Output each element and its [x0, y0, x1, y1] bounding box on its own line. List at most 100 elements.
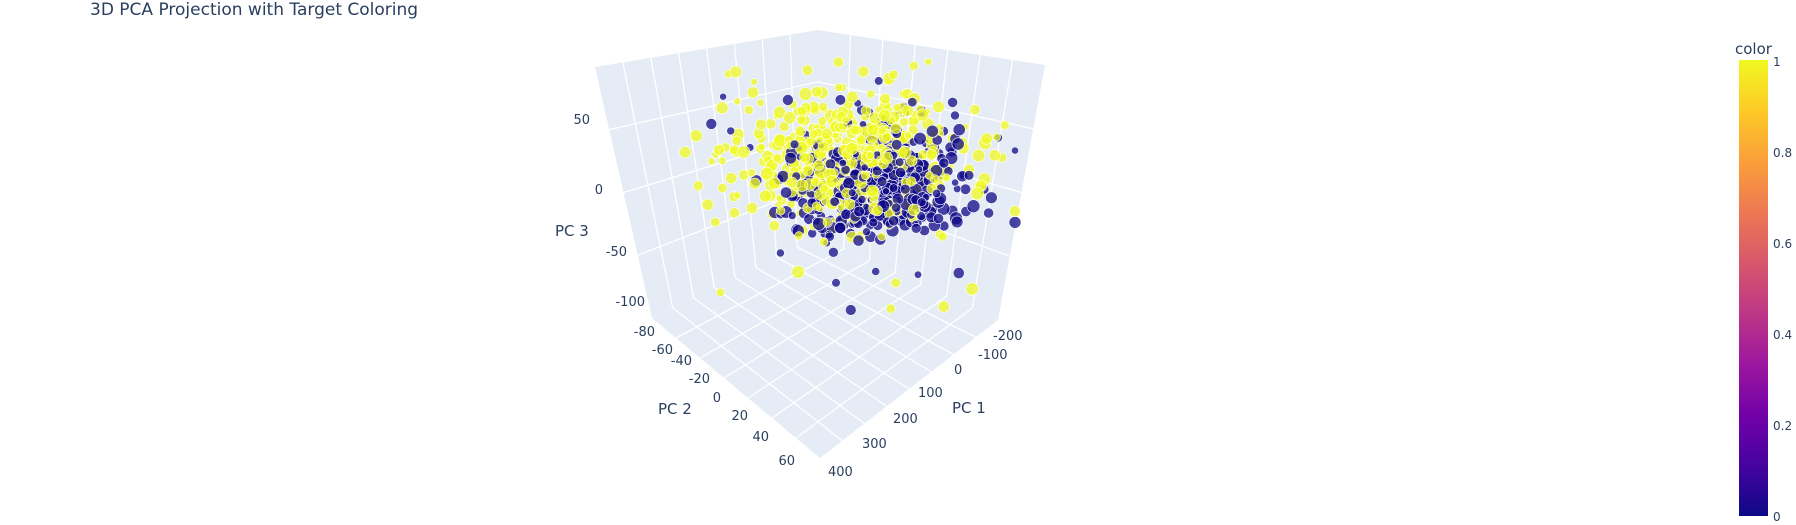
scatter-point[interactable] — [794, 125, 807, 137]
scatter-point[interactable] — [784, 151, 797, 165]
scatter-point[interactable] — [874, 76, 884, 86]
scatter-point[interactable] — [692, 180, 704, 192]
scatter-point[interactable] — [988, 149, 1001, 162]
scatter-point[interactable] — [750, 78, 758, 86]
scatter-point[interactable] — [1009, 205, 1021, 218]
scatter-point[interactable] — [707, 157, 716, 166]
scatter-point[interactable] — [937, 231, 948, 242]
scatter-point[interactable] — [907, 203, 921, 217]
scatter-point[interactable] — [748, 177, 761, 190]
scatter-point[interactable] — [755, 118, 767, 131]
scatter-point[interactable] — [813, 159, 825, 171]
scatter-point[interactable] — [772, 153, 782, 163]
scatter-point[interactable] — [910, 223, 922, 234]
scatter-point[interactable] — [825, 174, 839, 188]
scatter-point[interactable] — [881, 132, 892, 143]
scatter-point[interactable] — [846, 90, 859, 103]
scatter-point[interactable] — [717, 156, 727, 166]
scatter-point[interactable] — [985, 191, 998, 204]
scatter-point[interactable] — [898, 146, 912, 160]
scatter-point[interactable] — [959, 183, 972, 195]
scatter-point[interactable] — [746, 86, 759, 99]
scatter-point[interactable] — [831, 278, 841, 288]
scatter-point[interactable] — [904, 131, 913, 140]
scatter-point[interactable] — [888, 69, 899, 80]
scatter-point[interactable] — [855, 134, 867, 145]
scatter-point[interactable] — [824, 158, 836, 170]
scatter-point[interactable] — [905, 155, 918, 167]
scatter-point[interactable] — [845, 142, 859, 155]
scatter-point[interactable] — [891, 202, 902, 213]
scatter-point[interactable] — [891, 139, 903, 151]
scatter-point[interactable] — [878, 108, 892, 122]
scatter-point[interactable] — [713, 144, 725, 156]
scatter-point[interactable] — [837, 203, 846, 212]
scatter-point[interactable] — [795, 179, 809, 192]
scatter-point[interactable] — [828, 247, 839, 258]
scatter-point[interactable] — [705, 118, 718, 130]
scatter-point[interactable] — [894, 167, 906, 179]
scatter-point[interactable] — [743, 105, 754, 115]
scatter-point[interactable] — [847, 188, 857, 197]
scatter-point[interactable] — [894, 157, 905, 167]
scatter-point[interactable] — [908, 60, 919, 71]
scatter-point[interactable] — [876, 176, 888, 187]
scatter-point[interactable] — [756, 98, 765, 108]
scatter-point[interactable] — [849, 124, 860, 136]
scatter-point[interactable] — [906, 176, 917, 187]
scatter-point[interactable] — [871, 205, 883, 217]
scatter-point[interactable] — [844, 198, 856, 210]
scatter-point[interactable] — [758, 189, 772, 203]
scatter-point[interactable] — [861, 171, 871, 181]
scatter-point[interactable] — [796, 115, 807, 125]
scatter-point[interactable] — [925, 171, 934, 180]
scatter-point[interactable] — [932, 189, 942, 199]
scatter-point[interactable] — [789, 139, 800, 150]
scatter-point[interactable] — [794, 231, 804, 241]
scatter-point[interactable] — [980, 132, 993, 145]
scatter-point[interactable] — [818, 102, 828, 112]
scatter-point[interactable] — [952, 267, 965, 279]
scatter-point[interactable] — [801, 64, 814, 76]
scatter-point[interactable] — [877, 232, 887, 241]
scatter-point[interactable] — [765, 118, 777, 130]
scatter-point[interactable] — [926, 124, 939, 138]
scatter-points[interactable] — [679, 56, 1022, 316]
scatter-point[interactable] — [733, 191, 742, 200]
scatter-point[interactable] — [899, 183, 911, 195]
scatter-point[interactable] — [832, 56, 844, 68]
scatter-point[interactable] — [852, 234, 865, 247]
scatter-point[interactable] — [965, 282, 979, 296]
scatter-point[interactable] — [1008, 216, 1022, 229]
scatter-point[interactable] — [899, 117, 909, 127]
scatter-point[interactable] — [942, 173, 951, 182]
scatter-point[interactable] — [822, 217, 832, 227]
scatter-point[interactable] — [860, 163, 869, 172]
scatter-point[interactable] — [925, 149, 938, 161]
scatter-point[interactable] — [731, 135, 742, 147]
scatter-point[interactable] — [776, 248, 785, 258]
scatter-point[interactable] — [891, 192, 904, 205]
scatter-point[interactable] — [798, 87, 813, 101]
scatter-point[interactable] — [834, 221, 846, 234]
scatter-point[interactable] — [916, 211, 927, 221]
scatter-point[interactable] — [834, 94, 847, 106]
scatter-point[interactable] — [715, 287, 726, 298]
scatter-point[interactable] — [913, 270, 922, 279]
scatter-point[interactable] — [725, 172, 738, 185]
scatter-point[interactable] — [767, 176, 781, 190]
scatter-point[interactable] — [787, 211, 797, 220]
scatter-point[interactable] — [757, 143, 766, 152]
scatter-point[interactable] — [947, 97, 958, 108]
scatter-point[interactable] — [760, 166, 774, 181]
scatter-point[interactable] — [811, 201, 822, 211]
scatter-point[interactable] — [810, 85, 823, 98]
scatter-point[interactable] — [952, 123, 966, 137]
scatter-point[interactable] — [983, 207, 994, 219]
scatter-point[interactable] — [783, 111, 797, 125]
scatter-point[interactable] — [866, 89, 876, 99]
scatter-point[interactable] — [951, 137, 965, 151]
scatter-point[interactable] — [729, 65, 742, 79]
scatter-point[interactable] — [901, 104, 914, 117]
